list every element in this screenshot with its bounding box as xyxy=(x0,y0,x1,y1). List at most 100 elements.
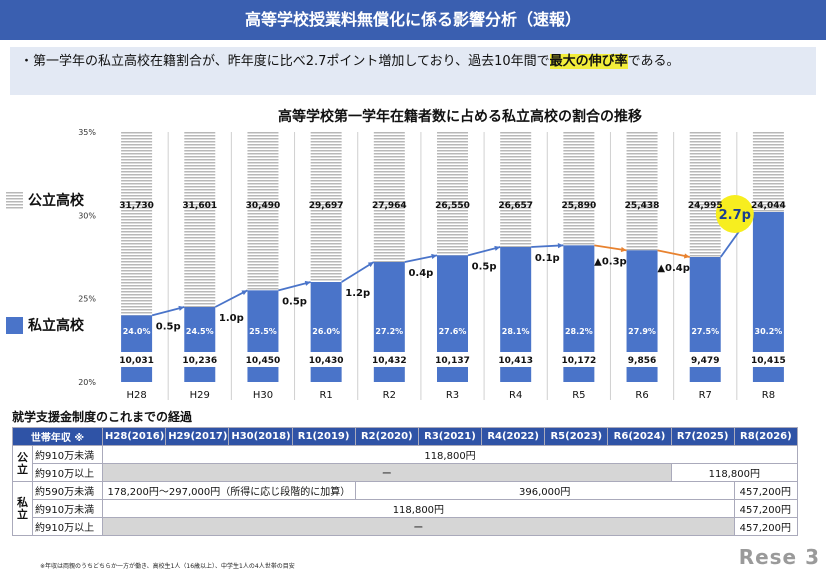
public-bar xyxy=(437,132,468,256)
y-tick-label: 25% xyxy=(78,295,96,304)
share-label: 24.5% xyxy=(186,327,214,336)
trend-arrowhead xyxy=(557,243,564,249)
share-chart: 35% 30% 25% 20% 24.0% 10,031 31,730 H28 24.5% 10,… xyxy=(78,128,786,401)
change-label: 1.2p xyxy=(345,288,370,299)
public-count-label: 31,730 xyxy=(119,201,154,211)
share-label: 28.2% xyxy=(565,327,593,336)
table-cell: 178,200円～297,000円（所得に応じ段階的に加算） xyxy=(102,481,356,500)
private-count-label: 10,413 xyxy=(498,356,533,366)
change-label: 0.5p xyxy=(156,321,181,332)
count-label-bg xyxy=(371,352,407,367)
public-bar xyxy=(752,132,784,212)
watermark-logo: Rese 3 xyxy=(738,545,820,569)
public-count-label: 27,964 xyxy=(372,201,407,211)
legend-public: 公立高校 xyxy=(28,193,84,209)
change-label: 1.0p xyxy=(219,313,244,324)
public-count-label: 24,995 xyxy=(688,201,723,211)
private-count-label: 10,236 xyxy=(182,356,217,366)
table-row: 私立 約590万未満 178,200円～297,000円（所得に応じ段階的に加算… xyxy=(12,481,799,536)
row-label: 約910万以上 xyxy=(31,517,104,536)
count-label-bg xyxy=(750,352,786,367)
table-header: R8(2026) xyxy=(733,427,799,446)
public-bar xyxy=(373,132,405,262)
table-header: H30(2018) xyxy=(228,427,293,446)
private-bar xyxy=(121,315,153,382)
count-label-bg xyxy=(687,352,723,367)
row-label: 約910万未満 xyxy=(31,445,104,464)
table-cell: ー xyxy=(102,517,735,536)
private-count-label: 9,856 xyxy=(628,356,656,366)
count-label-bg xyxy=(624,352,660,367)
x-tick-label: R5 xyxy=(572,390,585,401)
share-label: 25.5% xyxy=(249,327,277,336)
note-text-end: である。 xyxy=(627,54,680,69)
trend-arrowhead xyxy=(431,253,437,259)
row-label: 約590万未満 xyxy=(31,481,104,500)
private-count-label: 10,450 xyxy=(246,356,281,366)
share-label: 28.1% xyxy=(502,327,530,336)
trend-segment xyxy=(467,246,501,257)
public-count-label: 26,550 xyxy=(435,201,470,211)
change-label: 0.5p xyxy=(472,261,497,272)
y-tick-label: 20% xyxy=(78,378,96,387)
public-bar xyxy=(563,132,595,246)
trend-arrowhead xyxy=(494,245,501,251)
highlight-circle xyxy=(715,195,754,233)
note-highlight: 最大の伸び率 xyxy=(549,54,628,69)
public-count-label: 29,697 xyxy=(309,201,344,211)
share-label: 26.0% xyxy=(312,327,340,336)
page-title: 高等学校授業料無償化に係る影響分析（速報） xyxy=(0,0,826,40)
change-label: ▲0.3p xyxy=(594,256,627,267)
legend-private-swatch xyxy=(6,317,23,334)
table-cell: 118,800円 xyxy=(102,445,798,464)
private-count-label: 10,172 xyxy=(561,356,596,366)
public-bar xyxy=(310,132,342,282)
share-label: 27.5% xyxy=(691,327,719,336)
trend-arrowhead xyxy=(304,280,311,286)
private-count-label: 10,432 xyxy=(372,356,407,366)
table-header: R4(2022) xyxy=(481,427,546,446)
count-label-bg xyxy=(182,352,218,367)
trend-segment xyxy=(594,244,627,252)
chart-title: 高等学校第一学年在籍者数に占める私立高校の割合の推移 xyxy=(278,109,642,125)
table-cell: 457,200円 xyxy=(733,499,799,518)
public-count-label: 31,601 xyxy=(182,201,217,211)
private-count-label: 10,137 xyxy=(435,356,470,366)
share-label: 27.6% xyxy=(439,327,467,336)
table-row: 約910万以上 ー 457,200円 xyxy=(13,517,799,536)
table-cell: 118,800円 xyxy=(102,499,735,518)
trend-arrowhead xyxy=(178,305,185,311)
private-count-label: 10,430 xyxy=(309,356,344,366)
table-cell: 396,000円 xyxy=(354,481,735,500)
count-label-bg xyxy=(308,352,344,367)
x-tick-label: H30 xyxy=(253,390,273,401)
table-cell: 118,800円 xyxy=(670,463,799,482)
table-cell: ー xyxy=(102,463,672,482)
public-count-label: 26,657 xyxy=(498,201,533,211)
trend-segment xyxy=(278,281,311,292)
share-label: 30.2% xyxy=(755,327,783,336)
trend-segment xyxy=(341,261,375,283)
x-tick-label: R7 xyxy=(699,390,712,401)
share-label: 27.9% xyxy=(628,327,656,336)
group-public: 公立 xyxy=(12,445,33,482)
trend-segment xyxy=(404,254,438,263)
trend-segment xyxy=(214,289,248,308)
x-tick-label: R1 xyxy=(319,390,332,401)
legend-public-swatch xyxy=(6,192,23,209)
public-count-label: 24,044 xyxy=(751,201,786,211)
private-bar xyxy=(247,290,279,382)
history-table: 世帯年収 ※ H28(2016) H29(2017) H30(2018) R1(… xyxy=(11,427,799,536)
footnote: ※年収は両親のうちどちらか一方が働き、高校生1人（16歳以上）、中学生1人の4人… xyxy=(40,563,295,570)
trend-arrowhead xyxy=(620,246,627,253)
change-label: ▲0.4p xyxy=(657,263,690,274)
trend-arrowhead xyxy=(241,290,248,296)
public-bar xyxy=(689,132,721,257)
table-header: H28(2016) xyxy=(102,427,167,446)
table-header: R3(2021) xyxy=(417,427,483,446)
x-tick-label: H29 xyxy=(190,390,210,401)
note-text: ・第一学年の私立高校在籍割合が、昨年度に比べ2.7ポイント増加しており、過去10… xyxy=(20,54,550,69)
public-count-label: 25,890 xyxy=(561,201,596,211)
table-cell: 457,200円 xyxy=(733,481,799,500)
